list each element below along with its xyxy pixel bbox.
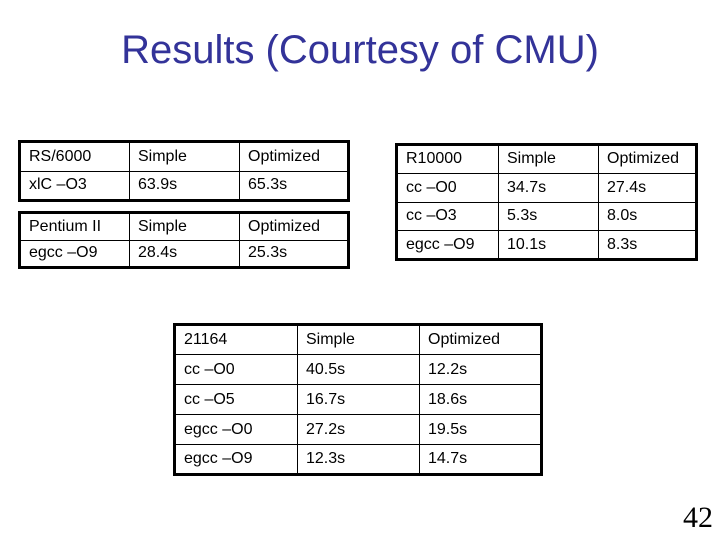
table-cell: 18.6s (419, 384, 542, 415)
header-cell: Simple (129, 141, 240, 172)
header-cell: Optimized (239, 141, 349, 172)
header-cell: Simple (297, 324, 420, 355)
header-cell: Optimized (419, 324, 542, 355)
table-row: egcc –O0 27.2s 19.5s (174, 414, 542, 445)
table-cell: cc –O0 (396, 172, 499, 203)
table-row: xlC –O3 63.9s 65.3s (19, 170, 349, 201)
table-cell: egcc –O0 (174, 414, 298, 445)
header-cell: RS/6000 (19, 141, 130, 172)
table-cell: 27.2s (297, 414, 420, 445)
table-r10000: R10000 Simple Optimized cc –O0 34.7s 27.… (395, 143, 698, 261)
table-row: egcc –O9 12.3s 14.7s (174, 444, 542, 475)
table-pentium2: Pentium II Simple Optimized egcc –O9 28.… (18, 211, 350, 269)
header-cell: 21164 (174, 324, 298, 355)
slide-title: Results (Courtesy of CMU) (121, 28, 599, 72)
table-row: egcc –O9 28.4s 25.3s (19, 239, 349, 268)
header-cell: Simple (498, 144, 599, 174)
table-row: cc –O3 5.3s 8.0s (396, 201, 697, 232)
table-cell: 40.5s (297, 354, 420, 385)
header-cell: R10000 (396, 144, 499, 174)
table-cell: cc –O5 (174, 384, 298, 415)
table-cell: 65.3s (239, 170, 349, 201)
table-cell: 28.4s (129, 239, 240, 268)
table-cell: egcc –O9 (19, 239, 130, 268)
table-cell: 27.4s (598, 172, 697, 203)
table-cell: 8.0s (598, 201, 697, 232)
table-cell: 19.5s (419, 414, 542, 445)
table-header-row: RS/6000 Simple Optimized (19, 141, 349, 172)
table-cell: xlC –O3 (19, 170, 130, 201)
table-cell: 5.3s (498, 201, 599, 232)
table-row: cc –O0 40.5s 12.2s (174, 354, 542, 385)
table-row: cc –O0 34.7s 27.4s (396, 172, 697, 203)
table-row: cc –O5 16.7s 18.6s (174, 384, 542, 415)
table-cell: cc –O0 (174, 354, 298, 385)
table-cell: 10.1s (498, 230, 599, 260)
table-cell: egcc –O9 (174, 444, 298, 475)
table-cell: 16.7s (297, 384, 420, 415)
table-header-row: 21164 Simple Optimized (174, 324, 542, 355)
table-header-row: R10000 Simple Optimized (396, 144, 697, 174)
table-cell: cc –O3 (396, 201, 499, 232)
table-cell: 14.7s (419, 444, 542, 475)
table-row: egcc –O9 10.1s 8.3s (396, 230, 697, 260)
header-cell: Simple (129, 212, 240, 241)
table-cell: 63.9s (129, 170, 240, 201)
table-cell: 8.3s (598, 230, 697, 260)
header-cell: Optimized (239, 212, 349, 241)
header-cell: Pentium II (19, 212, 130, 241)
table-cell: 12.2s (419, 354, 542, 385)
table-cell: 25.3s (239, 239, 349, 268)
table-cell: 12.3s (297, 444, 420, 475)
table-cell: 34.7s (498, 172, 599, 203)
table-cell: egcc –O9 (396, 230, 499, 260)
table-rs6000: RS/6000 Simple Optimized xlC –O3 63.9s 6… (18, 140, 350, 202)
page-number: 42 (683, 501, 713, 534)
table-header-row: Pentium II Simple Optimized (19, 212, 349, 241)
table-21164: 21164 Simple Optimized cc –O0 40.5s 12.2… (173, 323, 543, 476)
header-cell: Optimized (598, 144, 697, 174)
